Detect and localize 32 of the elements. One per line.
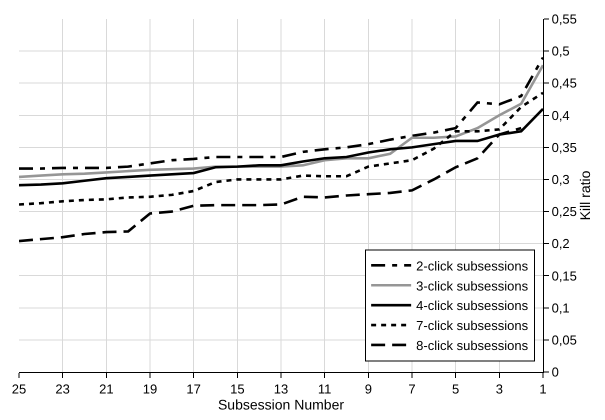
y-tick-label: 0,2 xyxy=(552,236,570,252)
y-tick-label: 0 xyxy=(552,364,559,380)
legend-label: 8-click subsessions xyxy=(416,338,529,354)
legend-label: 3-click subsessions xyxy=(416,278,529,294)
x-tick-label: 13 xyxy=(274,382,288,397)
legend-label: 2-click subsessions xyxy=(416,258,529,274)
legend-label: 4-click subsessions xyxy=(416,298,529,314)
x-tick-label: 9 xyxy=(364,382,372,397)
x-tick-label: 11 xyxy=(318,382,332,397)
x-tick-label: 17 xyxy=(186,382,201,397)
x-axis-title: Subsession Number xyxy=(218,396,344,413)
y-tick-label: 0,45 xyxy=(552,76,577,91)
x-tick-label: 23 xyxy=(55,382,70,397)
x-tick-label: 19 xyxy=(142,382,158,397)
y-tick-label: 0,5 xyxy=(552,44,570,59)
y-tick-label: 0,55 xyxy=(552,12,577,27)
y-tick-label: 0,15 xyxy=(552,268,577,284)
x-tick-label: 7 xyxy=(408,382,416,397)
y-tick-label: 0,4 xyxy=(552,108,570,123)
x-tick-label: 25 xyxy=(12,382,26,397)
x-tick-label: 21 xyxy=(99,382,114,397)
y-tick-label: 0,35 xyxy=(552,140,577,155)
y-tick-label: 0,25 xyxy=(552,204,577,220)
legend-label: 7-click subsessions xyxy=(416,318,529,334)
x-tick-label: 3 xyxy=(496,382,503,397)
y-tick-label: 0,1 xyxy=(552,300,570,316)
x-tick-label: 15 xyxy=(230,382,245,397)
x-tick-label: 1 xyxy=(539,382,547,397)
y-axis-title: Kill ratio xyxy=(577,170,594,220)
x-tick-label: 5 xyxy=(452,382,460,397)
y-tick-label: 0,3 xyxy=(552,172,570,187)
y-tick-label: 0,05 xyxy=(552,332,577,348)
